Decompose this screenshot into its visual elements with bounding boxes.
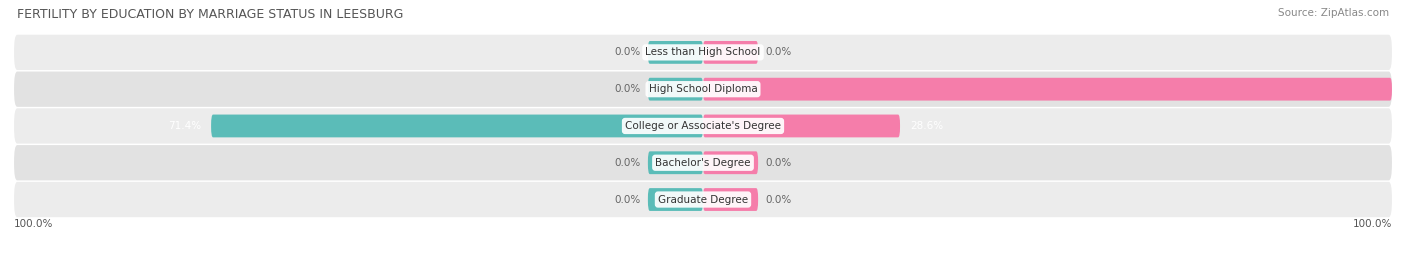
- FancyBboxPatch shape: [648, 41, 703, 64]
- FancyBboxPatch shape: [14, 145, 1392, 180]
- Text: FERTILITY BY EDUCATION BY MARRIAGE STATUS IN LEESBURG: FERTILITY BY EDUCATION BY MARRIAGE STATU…: [17, 8, 404, 21]
- FancyBboxPatch shape: [648, 151, 703, 174]
- Text: Source: ZipAtlas.com: Source: ZipAtlas.com: [1278, 8, 1389, 18]
- Text: 71.4%: 71.4%: [167, 121, 201, 131]
- Text: 0.0%: 0.0%: [614, 47, 641, 57]
- FancyBboxPatch shape: [703, 78, 1392, 100]
- FancyBboxPatch shape: [14, 35, 1392, 70]
- FancyBboxPatch shape: [648, 78, 703, 100]
- Text: 28.6%: 28.6%: [910, 121, 943, 131]
- Text: College or Associate's Degree: College or Associate's Degree: [626, 121, 780, 131]
- Text: Bachelor's Degree: Bachelor's Degree: [655, 158, 751, 168]
- Text: 100.0%: 100.0%: [1353, 219, 1392, 229]
- Text: 100.0%: 100.0%: [14, 219, 53, 229]
- Text: 0.0%: 0.0%: [765, 195, 792, 204]
- FancyBboxPatch shape: [14, 72, 1392, 107]
- FancyBboxPatch shape: [211, 114, 703, 137]
- FancyBboxPatch shape: [703, 188, 758, 211]
- Text: 0.0%: 0.0%: [614, 158, 641, 168]
- Text: 0.0%: 0.0%: [765, 47, 792, 57]
- FancyBboxPatch shape: [703, 151, 758, 174]
- Text: Graduate Degree: Graduate Degree: [658, 195, 748, 204]
- FancyBboxPatch shape: [648, 188, 703, 211]
- Text: 0.0%: 0.0%: [765, 158, 792, 168]
- Text: High School Diploma: High School Diploma: [648, 84, 758, 94]
- FancyBboxPatch shape: [14, 108, 1392, 144]
- FancyBboxPatch shape: [703, 41, 758, 64]
- FancyBboxPatch shape: [14, 182, 1392, 217]
- Text: Less than High School: Less than High School: [645, 47, 761, 57]
- FancyBboxPatch shape: [703, 114, 900, 137]
- Text: 100.0%: 100.0%: [1402, 84, 1406, 94]
- Text: 0.0%: 0.0%: [614, 195, 641, 204]
- Text: 0.0%: 0.0%: [614, 84, 641, 94]
